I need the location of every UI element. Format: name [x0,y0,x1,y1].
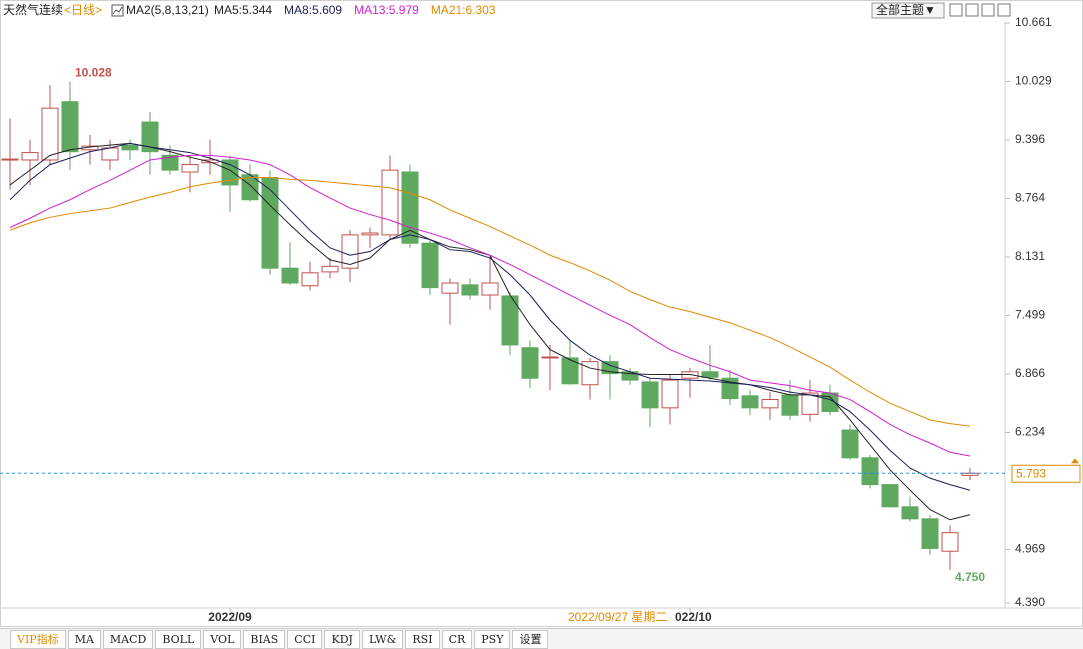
candle-body [481,282,499,296]
candle-body [61,101,79,153]
legend: MA5:5.344 MA8:5.609 MA13:5.979 MA21:6.303 [214,3,496,17]
indicator-tab[interactable]: LW& [361,629,404,649]
indicator-tab[interactable]: CCI [287,629,323,649]
y-tick-label: 4.969 [1015,542,1045,556]
last-price-box [1011,464,1081,483]
candle-body [281,267,299,284]
y-tick-label: 10.661 [1015,15,1052,29]
symbol: 天然气连续 [3,2,63,17]
candle-body [1,158,19,161]
theme-button[interactable] [871,2,945,19]
candle-body [321,265,339,273]
candle-body [581,361,599,386]
tool-icon[interactable] [949,3,963,17]
y-tick-label: 6.866 [1015,366,1045,380]
candle-body [461,284,479,296]
indicator-tab[interactable]: 设置 [512,629,549,649]
period: <日线> [64,3,102,17]
ma-line [9,177,971,427]
last-price-arrow [1071,458,1079,464]
y-tick-label: 8.131 [1015,249,1045,263]
candle-body [941,532,959,552]
candle-body [541,356,559,359]
indicator-tab[interactable]: VIP指标 [10,629,66,649]
candle-body [401,171,419,244]
indicator-tab[interactable]: BOLL [155,629,202,649]
max-label: 10.028 [75,66,112,80]
candle-body [41,107,59,161]
theme-button-label: 全部主题▼ [876,2,936,17]
candle-body [381,169,399,236]
candle-body [801,392,819,415]
candle-body [741,395,759,409]
candle-body [641,381,659,409]
min-label: 4.750 [955,570,985,584]
indicator-tab[interactable]: MA [67,629,101,649]
candle-body [861,457,879,486]
legend-entry: MA8:5.609 [284,3,342,17]
ma-line [9,142,971,491]
x-tick-label: 2022/10 [668,610,712,624]
candle-body [161,154,179,171]
candle-body [441,282,459,294]
indicator-tabs: VIP指标 MA MACD BOLL VOL BIAS CCI KDJ LW& RSI CR PSY 设… [0,628,1083,649]
y-tick-label: 4.390 [1015,595,1045,609]
chart: 天然气连续 <日线> MA2(5,8,13,21) MA5:5.344 MA8:5… [0,0,1083,627]
candle-body [101,147,119,161]
x-tick-label: 2022/09 [208,610,252,624]
tool-icon[interactable] [965,3,979,17]
candle-body [761,399,779,409]
indicator-tab[interactable]: KDJ [324,629,360,649]
legend-entry: MA13:5.979 [354,3,419,17]
indicator-icon-line [112,6,123,15]
candle-body [181,164,199,173]
tool-icon[interactable] [997,3,1011,17]
candle-body [301,272,319,287]
candle-body [661,379,679,409]
candle-body [781,394,799,416]
candle-body [921,518,939,549]
candle-body [121,144,139,151]
y-tick-label: 10.029 [1015,74,1052,88]
candle-body [841,429,859,459]
candle-body [901,506,919,520]
indicator: MA2(5,8,13,21) [126,3,209,17]
indicator-tab[interactable]: PSY [474,629,511,649]
candle-body [961,472,979,476]
frame [0,0,1083,627]
last-price-label: 5.793 [1016,466,1046,480]
candle-body [521,347,539,379]
ma-line [9,154,971,457]
candle-body [701,371,719,378]
candle-body [561,357,579,385]
indicator-tab[interactable]: VOL [203,629,242,649]
indicator-icon[interactable] [111,4,124,17]
indicator-tab[interactable]: RSI [405,629,440,649]
y-tick-label: 6.234 [1015,425,1045,439]
crosshair-date-box [565,609,675,626]
candle-body [341,234,359,269]
candle-body [261,177,279,269]
candle-body [21,152,39,161]
legend-entry: MA21:6.303 [431,3,496,17]
candle-body [501,295,519,346]
indicator-tab[interactable]: CR [441,629,473,649]
y-tick-label: 8.764 [1015,191,1045,205]
candle-body [421,242,439,289]
y-tick-label: 7.499 [1015,308,1045,322]
indicator-tab[interactable]: MACD [102,629,154,649]
crosshair-date: 2022/09/27 星期二 [568,610,667,624]
candle-body [141,121,159,153]
candle-body [361,232,379,236]
y-tick-label: 9.396 [1015,132,1045,146]
candle-body [881,484,899,508]
legend-entry: MA5:5.344 [214,3,272,17]
tool-icon[interactable] [981,3,995,17]
indicator-tab[interactable]: BIAS [243,629,286,649]
